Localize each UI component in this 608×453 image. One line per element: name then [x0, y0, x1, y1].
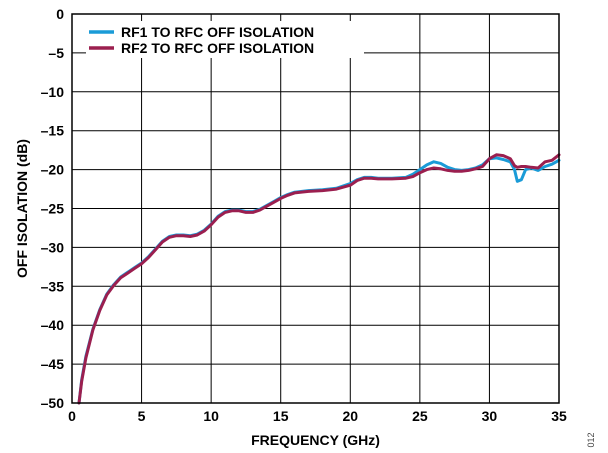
x-tick-label: 10: [203, 408, 219, 424]
x-axis-label: FREQUENCY (GHz): [251, 432, 380, 448]
y-tick-label: –35: [41, 278, 65, 294]
y-tick-label: –45: [41, 356, 65, 372]
series-line-2: [77, 153, 561, 405]
legend-label: RF2 TO RFC OFF ISOLATION: [121, 40, 314, 56]
y-tick-label: –20: [41, 162, 65, 178]
legend-label: RF1 TO RFC OFF ISOLATION: [121, 24, 314, 40]
x-tick-label: 30: [482, 408, 498, 424]
y-tick-label: –50: [41, 395, 65, 411]
figure-id: 012: [586, 432, 596, 447]
y-tick-label: –30: [41, 239, 65, 255]
chart-series: [77, 153, 561, 405]
y-tick-label: –5: [48, 45, 64, 61]
x-tick-label: 20: [342, 408, 358, 424]
x-tick-label: 0: [68, 408, 76, 424]
y-tick-label: –15: [41, 123, 65, 139]
chart-grid: [71, 13, 560, 404]
y-tick-label: –40: [41, 317, 65, 333]
x-tick-labels: 0 5 10 15 20 25 30 35: [68, 408, 567, 424]
plot-frame: [71, 13, 560, 404]
x-tick-label: 35: [551, 408, 567, 424]
y-tick-label: –25: [41, 201, 65, 217]
y-tick-label: 0: [56, 6, 64, 22]
y-tick-label: –10: [41, 84, 65, 100]
x-tick-label: 25: [412, 408, 428, 424]
series-line-1: [77, 156, 561, 405]
y-axis-label: OFF ISOLATION (dB): [14, 139, 30, 278]
x-tick-label: 15: [273, 408, 289, 424]
y-tick-labels: 0 –5 –10 –15 –20 –25 –30 –35 –40 –45 –50: [41, 6, 65, 411]
x-tick-label: 5: [138, 408, 146, 424]
legend-background: [86, 21, 364, 58]
